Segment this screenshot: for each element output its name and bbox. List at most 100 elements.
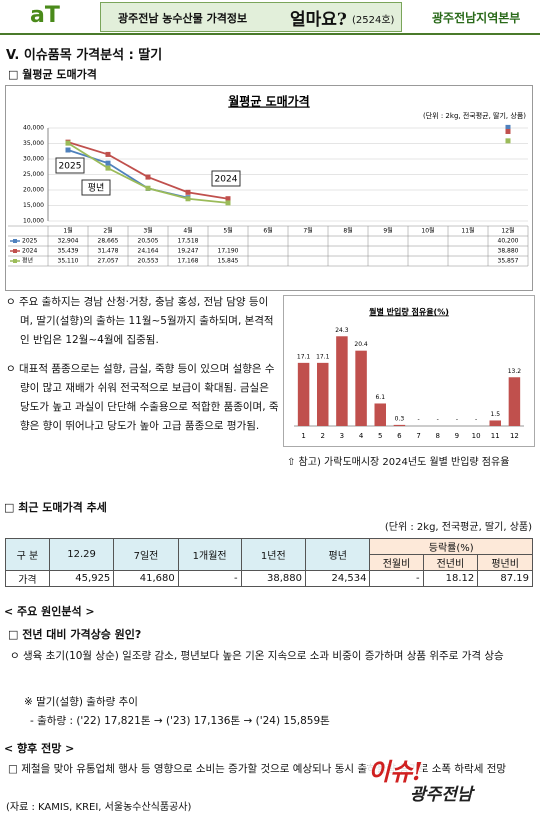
heading: < 주요 원인분석 > xyxy=(4,605,95,618)
th: 등락률(%) xyxy=(369,538,533,555)
x-tick-label: 3월 xyxy=(143,227,152,235)
value-label: 17.1 xyxy=(316,353,330,360)
y-tick-label: 35,000 xyxy=(23,140,44,147)
td: 24,534 xyxy=(305,570,371,587)
x-tick-label: 5월 xyxy=(223,227,232,235)
note: - 출하량 : ('22) 17,821톤 → ('23) 17,136톤 → … xyxy=(30,715,330,727)
subheading: □ 월평균 도매가격 xyxy=(8,68,97,81)
th: 평년비 xyxy=(477,554,533,571)
x-tick-label: 2월 xyxy=(103,227,112,235)
x-tick-label: 7월 xyxy=(303,227,312,235)
bar xyxy=(374,403,386,426)
y-tick-label: 20,000 xyxy=(23,187,44,194)
value-label: 38,880 xyxy=(498,248,519,255)
value-label: 20.4 xyxy=(354,341,368,348)
annotation-box xyxy=(211,170,241,187)
issue: (2524호) xyxy=(352,15,395,26)
stamp: 광주전남 xyxy=(410,785,473,805)
y-tick-label: 30,000 xyxy=(23,156,44,163)
value-label: 31,478 xyxy=(98,248,119,255)
value-label: 17,518 xyxy=(178,238,199,245)
caption: ⇧ 참고) 가락도매시장 2024년도 월별 반입량 점유율 xyxy=(287,457,510,468)
line-chart: 월평균 도매가격 (단위 : 2kg, 전국평균, 딸기, 상품) 10,000 15… xyxy=(5,85,533,291)
heading: □ 전년 대비 가격상승 원인? xyxy=(8,628,142,641)
marker xyxy=(65,140,71,146)
x-tick-label: 10월 xyxy=(421,227,434,235)
value-label: 17.1 xyxy=(297,353,311,360)
price-table: 구 분 12.29 7일전 1개월전 1년전 평년 등락률(%) 전월비 전년비 평년비 가격 4… xyxy=(5,538,533,587)
bar xyxy=(489,420,501,426)
brand: 얼마요? xyxy=(290,10,347,30)
x-tick-label: 9월 xyxy=(383,227,392,235)
value-label: 20,505 xyxy=(138,238,159,245)
value-label: 35,439 xyxy=(58,248,79,255)
annotation-box xyxy=(81,179,111,196)
annotation-box xyxy=(55,157,85,174)
y-tick-label: 25,000 xyxy=(23,171,44,178)
line xyxy=(67,142,229,204)
x-tick-label: 10 xyxy=(472,432,481,440)
td: - xyxy=(177,570,242,587)
td: - xyxy=(369,570,424,587)
legend-label: 평년 xyxy=(22,257,33,265)
value-label: 1.5 xyxy=(490,411,500,418)
x-tick-label: 12월 xyxy=(501,227,514,235)
subheading: □ 최근 도매가격 추세 xyxy=(4,501,107,514)
x-tick-label: 8월 xyxy=(343,227,352,235)
value-label: 13.2 xyxy=(508,368,522,375)
value-label: 28,665 xyxy=(98,238,119,245)
bar xyxy=(317,362,329,426)
th: 1년전 xyxy=(240,538,307,571)
th: 전년비 xyxy=(422,554,479,571)
value-label: 40,200 xyxy=(498,238,519,245)
marker xyxy=(505,138,511,144)
value-label: 20,553 xyxy=(138,258,159,265)
chart-title: 월별 반입량 점유율(%) xyxy=(369,307,449,317)
th: 12.29 xyxy=(48,538,115,571)
section-title: V. 이슈품목 가격분석 : 딸기 xyxy=(6,48,163,63)
value-label: 35,857 xyxy=(498,258,519,265)
x-tick-label: 1 xyxy=(301,432,305,440)
bar xyxy=(355,350,367,426)
x-tick-label: 2 xyxy=(321,432,325,440)
value-label: - xyxy=(475,417,477,424)
org: 광주전남지역본부 xyxy=(432,11,521,25)
x-tick-label: 4월 xyxy=(183,227,192,235)
bar xyxy=(508,377,521,426)
value-label: 15,845 xyxy=(218,258,239,265)
td: 41,680 xyxy=(113,570,179,587)
x-tick-label: 9 xyxy=(455,432,459,440)
value-label: 17,168 xyxy=(178,258,199,265)
unit: (단위 : 2kg, 전국평균, 딸기, 상품) xyxy=(384,522,532,533)
paragraph: □ 제철을 맞아 유통업체 행사 등 영향으로 소비는 증가할 것으로 예상되나… xyxy=(8,763,507,775)
unit: (단위 : 2kg, 전국평균, 딸기, 상품) xyxy=(423,111,526,120)
header: aT 광주전남 농수산물 가격정보 얼마요? (2524호) 광주전남지역본부 xyxy=(0,0,540,35)
x-tick-label: 11 xyxy=(491,432,500,440)
annotation: 2024 xyxy=(215,175,238,185)
y-tick-label: 40,000 xyxy=(23,125,44,132)
logo: aT xyxy=(30,3,60,28)
td: 18.12 xyxy=(422,570,479,587)
x-tick-label: 11월 xyxy=(461,227,474,235)
th: 1개월전 xyxy=(177,538,242,571)
x-tick-label: 4 xyxy=(359,432,364,440)
legend-marker xyxy=(13,259,17,263)
bar xyxy=(336,336,348,426)
value-label: 6.1 xyxy=(375,394,385,401)
th: 구 분 xyxy=(5,538,50,571)
x-tick-label: 3 xyxy=(340,432,344,440)
bar-chart: 월별 반입량 점유율(%) 17.1 1 17.1 2 24.3 3 20.4 4 6.1 5 0.3… xyxy=(283,295,535,447)
line xyxy=(67,141,229,200)
y-tick-label: 10,000 xyxy=(23,218,44,225)
value-label: 32,904 xyxy=(58,238,79,245)
th: 전월비 xyxy=(369,554,424,571)
paragraph: ㅇ 주요 출하지는 경남 산청·거창, 충남 홍성, 전남 담양 등이며, 딸기… xyxy=(6,296,274,346)
x-tick-label: 6 xyxy=(397,432,402,440)
chart-title: 월평균 도매가격 xyxy=(228,94,309,109)
bar xyxy=(297,362,310,426)
bar xyxy=(393,424,406,426)
x-tick-label: 1월 xyxy=(63,227,72,235)
td: 87.19 xyxy=(477,570,533,587)
marker xyxy=(505,128,511,134)
x-tick-label: 7 xyxy=(416,432,420,440)
